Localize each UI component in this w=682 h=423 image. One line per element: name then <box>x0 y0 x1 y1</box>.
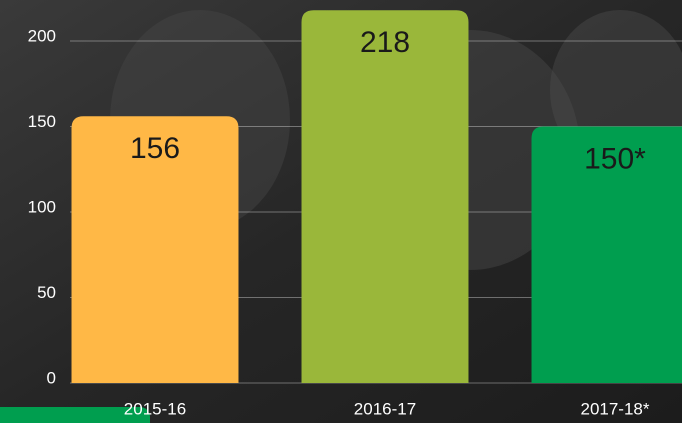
y-tick-label: 100 <box>28 198 56 217</box>
y-tick-label: 50 <box>37 283 56 302</box>
x-tick-label: 2017-18* <box>580 399 649 418</box>
chart: 0 50 100 150 200 2015-16 156 2016-17 218 2017-18*… <box>0 0 682 423</box>
y-tick-label: 200 <box>28 27 56 46</box>
x-tick-label: 2015-16 <box>124 399 186 418</box>
bar <box>302 10 469 383</box>
y-tick-label: 0 <box>47 368 56 387</box>
x-tick-label: 2016-17 <box>354 399 416 418</box>
value-label: 218 <box>360 26 410 59</box>
value-label: 150* <box>584 142 646 175</box>
y-tick-label: 150 <box>28 112 56 131</box>
value-label: 156 <box>130 132 180 165</box>
